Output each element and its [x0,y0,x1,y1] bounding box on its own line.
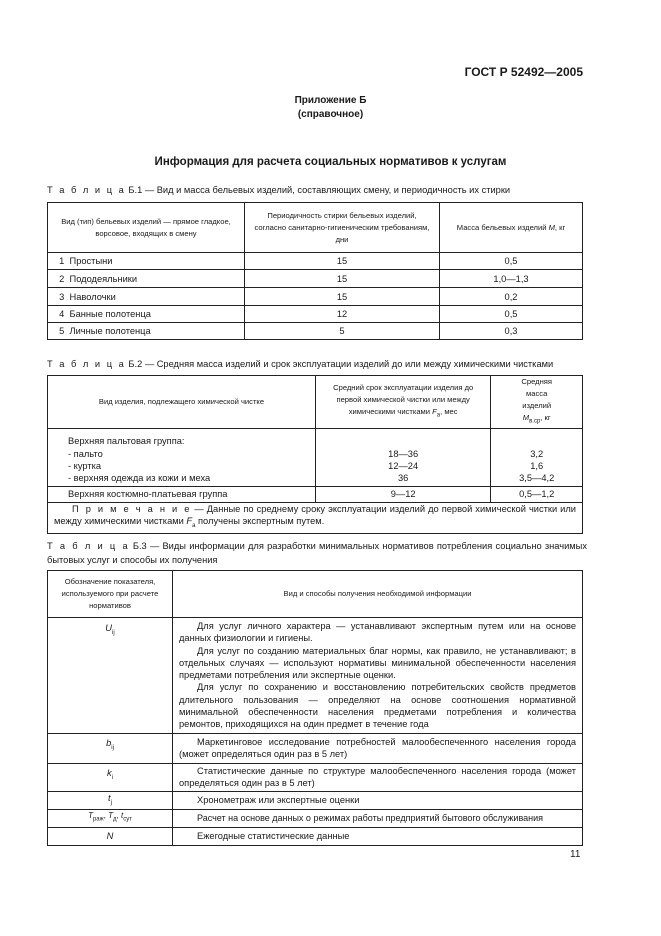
table-row: N Ежегодные статистические данные [47,826,583,846]
table-header-row: Обозначение показателя, используемого пр… [47,570,583,618]
table-note: П р и м е ч а н и е — Данные по среднему… [47,501,583,534]
table1: Вид (тип) бельевых изделий — прямое глад… [47,202,583,340]
table2-caption: Т а б л и ц а Б.2 — Средняя масса издели… [47,359,554,369]
header-cell: Средняя масса изделий Mв.ср, кг [490,375,583,429]
section-title: Информация для расчета социальных нормат… [154,156,507,168]
table3-caption: Т а б л и ц а Б.3 — Виды информации для … [47,541,587,565]
table-row: tj Хронометраж или экспертные оценки [47,790,583,810]
header-cell: Средний срок эксплуатации изделия до пер… [314,375,492,429]
appendix-kind: (справочное) [297,109,364,120]
appendix-label: Приложение Б [294,95,367,106]
table2: Вид изделия, подлежащего химической чист… [47,375,583,534]
table-row: 1 Простыни 15 0,5 [47,252,583,270]
table-header-row: Вид (тип) бельевых изделий — прямое глад… [47,202,583,253]
appendix-heading: Приложение Б (справочное) [0,94,661,122]
table-row: 3 Наволочки 15 0,2 [47,287,583,306]
table-row: Верхняя костюмно-платьевая группа 9—12 0… [47,485,583,503]
header-cell: Вид (тип) бельевых изделий — прямое глад… [47,202,245,253]
table-row-group: Верхняя пальтовая группа: - пальто - кур… [47,427,583,487]
table-row: bij Маркетинговое исследование потребнос… [47,732,583,764]
header-cell: Вид изделия, подлежащего химической чист… [47,375,316,429]
table-row: 5 Личные полотенца 5 0,3 [47,322,583,340]
table3: Обозначение показателя, используемого пр… [47,570,583,846]
header-cell: Обозначение показателя, используемого пр… [47,570,173,618]
table-row: Tраж, Tд, tсут Расчет на основе данных о… [47,808,583,828]
header-cell: Масса бельевых изделий M, кг [439,202,583,253]
header-cell: Вид и способы получения необходимой инфо… [172,570,583,618]
standard-number: ГОСТ Р 52492—2005 [464,65,583,79]
table-row: 4 Банные полотенца 12 0,5 [47,305,583,323]
table-header-row: Вид изделия, подлежащего химической чист… [47,375,583,429]
header-cell: Периодичность стирки бельевых изделий, с… [244,202,440,253]
table1-caption: Т а б л и ц а Б.1 — Вид и масса бельевых… [47,185,511,195]
table-row: 2 Пододеяльники 15 1,0—1,3 [47,269,583,288]
page-number: 11 [570,849,581,860]
table-row: Uij Для услуг личного характера — устана… [47,617,583,734]
table-row: ki Статистические данные по структуре ма… [47,762,583,792]
